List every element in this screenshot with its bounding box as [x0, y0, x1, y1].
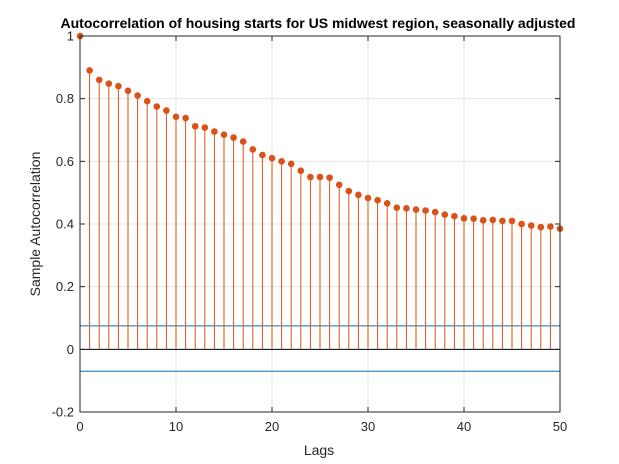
- acf-point: [211, 128, 218, 135]
- acf-point: [508, 217, 516, 225]
- acf-point: [383, 200, 391, 207]
- acf-point: [412, 206, 420, 213]
- acf-point: [124, 87, 132, 95]
- acf-point: [451, 212, 458, 220]
- acf-point: [479, 216, 487, 224]
- acf-point: [518, 220, 525, 228]
- x-tick-label: 0: [76, 419, 83, 434]
- x-axis-label: Lags: [304, 442, 334, 458]
- y-tick-label: 0.6: [56, 154, 74, 169]
- y-tick-label: 1: [67, 29, 74, 44]
- acf-point: [470, 215, 477, 222]
- y-tick-label: -0.2: [52, 405, 74, 420]
- acf-point: [259, 151, 266, 159]
- acf-point: [403, 205, 410, 212]
- x-tick-label: 40: [457, 419, 471, 434]
- acf-point: [95, 76, 103, 84]
- acf-point: [547, 223, 554, 230]
- acf-point: [489, 216, 497, 224]
- x-axis-ticks: 0 10 20 30 40 50: [76, 36, 567, 434]
- acf-point: [345, 187, 353, 195]
- acf-point: [230, 134, 237, 141]
- acf-point: [86, 67, 93, 74]
- acf-point: [287, 160, 295, 168]
- acf-point: [239, 138, 247, 145]
- acf-point: [374, 196, 381, 204]
- acf-point: [422, 207, 429, 214]
- acf-point: [153, 103, 161, 110]
- acf-point: [460, 215, 468, 222]
- acf-point: [297, 167, 305, 175]
- acf-point: [134, 92, 141, 99]
- x-tick-label: 50: [553, 419, 567, 434]
- acf-point: [201, 124, 209, 131]
- x-tick-label: 30: [361, 419, 375, 434]
- acf-point: [441, 211, 449, 218]
- y-tick-label: 0.2: [56, 279, 74, 294]
- acf-point: [163, 107, 170, 114]
- y-axis-ticks: -0.2 0 0.2 0.4 0.6 0.8 1: [52, 29, 560, 420]
- acf-stems: [76, 32, 564, 350]
- acf-point: [335, 181, 343, 189]
- acf-point: [355, 191, 362, 199]
- acf-point: [326, 174, 333, 181]
- acf-point: [307, 173, 314, 181]
- acf-point: [268, 154, 276, 162]
- acf-point: [172, 113, 180, 121]
- acf-point: [278, 158, 285, 165]
- y-tick-label: 0.8: [56, 91, 74, 106]
- y-tick-label: 0: [67, 342, 74, 357]
- acf-point: [537, 223, 545, 231]
- acf-point: [393, 204, 401, 212]
- acf-point: [249, 146, 257, 153]
- acf-point: [364, 194, 372, 202]
- acf-point: [115, 82, 122, 90]
- acf-point: [105, 80, 113, 87]
- acf-point: [191, 122, 199, 130]
- acf-point: [431, 208, 439, 216]
- acf-point: [143, 97, 151, 105]
- chart-title: Autocorrelation of housing starts for US…: [61, 15, 576, 31]
- acf-point: [316, 173, 324, 181]
- acf-point: [182, 114, 189, 122]
- y-axis-label: Sample Autocorrelation: [27, 152, 43, 297]
- acf-point: [499, 217, 506, 225]
- x-tick-label: 10: [169, 419, 183, 434]
- acf-point: [220, 131, 228, 138]
- y-tick-label: 0.4: [56, 217, 74, 232]
- x-tick-label: 20: [265, 419, 279, 434]
- acf-point: [527, 222, 535, 229]
